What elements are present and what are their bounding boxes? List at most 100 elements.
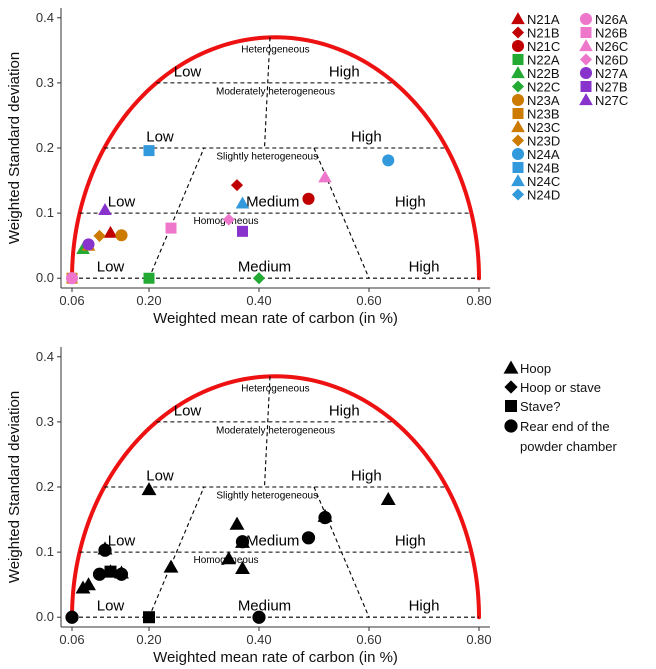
dashed-left-diagonal <box>148 486 205 618</box>
region-heterogeneous: Heterogeneous <box>241 383 309 394</box>
data-point <box>222 213 235 226</box>
legend-label: N27B <box>595 80 628 95</box>
legend-label: N22B <box>527 66 560 81</box>
legend-label: N26A <box>595 12 628 27</box>
x-tick-label: 0.60 <box>356 632 381 647</box>
legend-label: N24D <box>527 188 560 203</box>
region-high-het: High <box>329 63 360 80</box>
legend-key <box>579 53 593 66</box>
legend-key <box>505 400 517 412</box>
legend-label: N23B <box>527 107 560 122</box>
region-medium-sl: Medium <box>246 533 299 550</box>
y-tick-label: 0.3 <box>36 414 54 429</box>
legend-label: N24C <box>527 174 560 189</box>
legend-label: N21B <box>527 26 560 41</box>
legend-label: N21C <box>527 39 560 54</box>
region-moderately: Moderately heterogeneous <box>216 87 335 98</box>
region-low-hom: Low <box>97 598 125 615</box>
legend: Hoop Hoop or stave Stave? Rear end of the po… <box>503 360 617 454</box>
top-chart: 0.06 0.20 0.40 0.60 0.80 0.0 0.1 0.2 0.3 0.4 Weigh… <box>6 8 628 327</box>
legend-key <box>511 26 525 39</box>
legend-key <box>580 27 592 38</box>
legend-label: N24A <box>527 147 560 162</box>
x-tick-label: 0.80 <box>466 293 491 308</box>
legend-label-line: Rear end of the <box>520 419 610 434</box>
data-point <box>302 192 315 205</box>
x-tick-label: 0.80 <box>466 632 491 647</box>
data-point <box>252 272 266 285</box>
dashed-center-line <box>263 376 271 488</box>
data-point <box>163 559 179 573</box>
legend-key <box>503 360 519 374</box>
region-high-sl: High <box>395 533 426 550</box>
x-tick-label: 0.06 <box>59 293 84 308</box>
data-point <box>98 543 112 557</box>
boundary-curve <box>70 35 481 281</box>
legend-label: Rear end of the powder chamber <box>520 419 617 454</box>
data-point <box>104 565 117 578</box>
x-tick-label: 0.20 <box>136 632 161 647</box>
dashed-left-diagonal <box>148 147 205 279</box>
x-tick-label: 0.06 <box>59 632 84 647</box>
legend-key <box>579 93 593 106</box>
legend-key <box>504 419 518 433</box>
boundary-curve <box>70 374 481 620</box>
legend-label: Hoop <box>520 361 551 376</box>
y-tick-label: 0.3 <box>36 75 54 90</box>
region-high-mod: High <box>351 467 382 484</box>
legend-label: N27A <box>595 66 628 81</box>
data-point <box>143 611 155 624</box>
legend-label: N21A <box>527 12 560 27</box>
region-high-sl: High <box>395 194 426 211</box>
dashed-right-diagonal <box>313 147 370 279</box>
region-low-hom: Low <box>97 259 125 276</box>
region-low-sl: Low <box>108 194 136 211</box>
legend-key <box>511 174 525 187</box>
legend-key <box>579 12 593 26</box>
data-point <box>221 551 237 565</box>
data-point <box>301 531 316 545</box>
data-point <box>235 560 250 574</box>
y-tick-label: 0.4 <box>36 349 54 364</box>
region-low-mod: Low <box>146 128 174 145</box>
legend-label: N23D <box>527 134 560 149</box>
data-point <box>103 225 118 238</box>
y-tick-label: 0.0 <box>36 609 54 624</box>
data-point <box>380 491 396 505</box>
legend-label: N23A <box>527 93 560 108</box>
legend-label: N23C <box>527 120 560 135</box>
y-tick-label: 0.1 <box>36 205 54 220</box>
data-point <box>235 196 250 209</box>
data-point <box>81 577 96 591</box>
region-low-sl: Low <box>108 533 136 550</box>
legend-key <box>511 120 525 133</box>
data-point <box>230 179 244 192</box>
region-low-mod: Low <box>146 467 174 484</box>
data-point <box>143 272 155 284</box>
data-point <box>252 610 266 624</box>
legend-key <box>580 81 592 92</box>
y-tick-label: 0.4 <box>36 10 54 25</box>
region-moderately: Moderately heterogeneous <box>216 426 335 437</box>
legend: N21AN21BN21CN22AN22BN22CN23AN23BN23CN23D… <box>511 12 628 203</box>
data-point <box>114 567 129 581</box>
legend-key <box>511 93 525 107</box>
region-low-het: Low <box>174 402 202 419</box>
legend-label: N26D <box>595 53 628 68</box>
data-point <box>76 242 90 255</box>
data-point <box>165 222 177 234</box>
legend-label: N22C <box>527 80 560 95</box>
region-high-hom: High <box>409 598 440 615</box>
legend-key <box>512 108 524 119</box>
legend-key <box>511 134 525 147</box>
legend-label: Stave? <box>520 399 560 414</box>
data-point <box>237 225 248 237</box>
legend-key <box>511 80 525 93</box>
data-points <box>65 145 395 285</box>
x-tick-label: 0.60 <box>356 293 381 308</box>
dashed-right-diagonal <box>313 486 370 618</box>
region-medium-sl: Medium <box>246 194 299 211</box>
data-point <box>318 170 332 183</box>
data-point <box>229 516 245 530</box>
